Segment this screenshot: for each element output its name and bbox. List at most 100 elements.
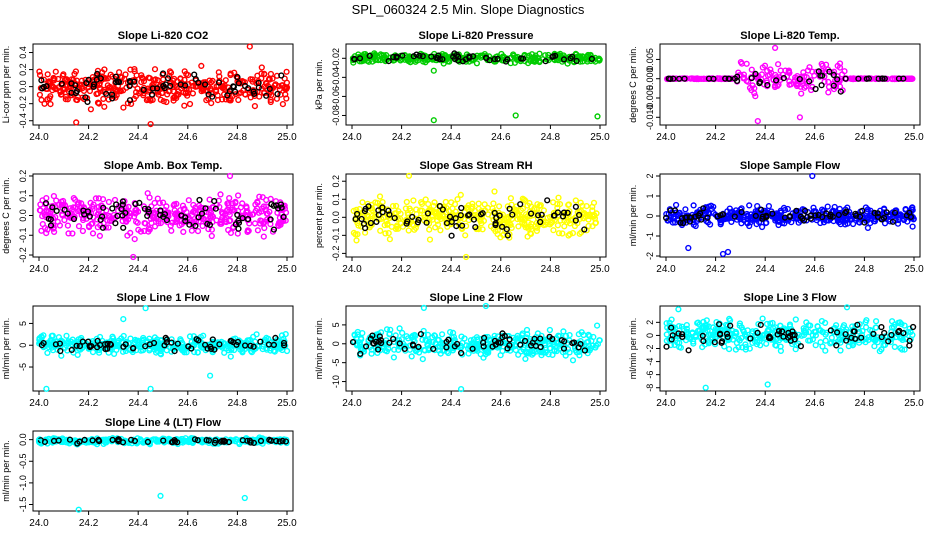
data-point — [184, 89, 192, 96]
data-point — [132, 210, 139, 217]
data-point — [412, 224, 419, 232]
data-point — [258, 64, 265, 71]
data-point — [179, 202, 187, 209]
data-point — [265, 76, 273, 83]
data-point — [819, 62, 826, 69]
reference-point — [251, 90, 258, 98]
y-axis-label: degrees C per min. — [1, 177, 11, 254]
data-point — [188, 212, 196, 219]
data-point — [146, 194, 153, 201]
data-point — [227, 353, 234, 360]
data-point — [758, 223, 766, 231]
data-point — [763, 79, 771, 86]
data-point — [715, 75, 723, 83]
data-point — [353, 237, 360, 244]
data-point — [522, 355, 529, 363]
data-point — [481, 201, 488, 208]
data-point — [256, 93, 263, 100]
reference-point — [86, 213, 93, 220]
data-point — [151, 199, 158, 207]
data-point — [186, 100, 194, 108]
reference-point — [211, 198, 218, 205]
data-point — [131, 68, 138, 75]
data-point — [743, 60, 750, 67]
data-point — [413, 206, 420, 213]
x-tick-label: 24.8 — [228, 518, 248, 529]
data-point — [126, 209, 133, 216]
data-point — [36, 91, 44, 98]
reference-point — [455, 57, 462, 64]
reference-point — [112, 73, 120, 80]
reference-point — [274, 90, 281, 98]
data-point — [385, 230, 392, 237]
data-point — [752, 93, 759, 100]
y-tick-label: -0.4 — [18, 113, 28, 129]
data-point — [153, 207, 160, 214]
reference-point — [206, 221, 214, 229]
data-point — [718, 75, 725, 83]
data-point — [561, 223, 568, 230]
x-tick-label: 24.0 — [656, 132, 676, 143]
chart-panel: Slope Line 4 (LT) Flow ml/min per min. 24.… — [1, 417, 297, 529]
reference-point — [202, 81, 209, 88]
y-tick-label: 2 — [645, 173, 655, 178]
chart-panel: Slope Line 2 Flow ml/min per min. 24.0 24.2… — [314, 292, 610, 409]
data-point — [565, 232, 572, 239]
reference-point — [263, 92, 270, 99]
data-point — [219, 84, 227, 91]
reference-point — [572, 203, 580, 210]
y-tick-label: -1 — [645, 232, 655, 240]
data-point — [377, 227, 384, 234]
data-point — [227, 70, 234, 77]
x-tick-label: 24.2 — [79, 518, 99, 529]
data-point — [591, 212, 598, 219]
data-point — [852, 75, 859, 83]
reference-point — [49, 204, 56, 211]
x-tick-label: 24.6 — [178, 398, 198, 409]
data-point — [102, 224, 110, 231]
data-point — [432, 224, 439, 231]
outlier-point — [226, 172, 234, 180]
y-tick-label: -1.5 — [18, 497, 28, 513]
x-tick-label: 24.0 — [29, 264, 49, 275]
data-series — [350, 172, 600, 261]
data-point — [245, 227, 252, 235]
data-point — [360, 51, 368, 58]
reference-point — [906, 342, 913, 349]
reference-point — [215, 79, 223, 86]
reference-point — [191, 71, 198, 78]
data-point — [132, 93, 140, 100]
data-point — [101, 103, 108, 110]
x-tick-label: 24.8 — [855, 398, 875, 409]
x-tick-label: 24.2 — [79, 264, 99, 275]
data-point — [408, 353, 415, 360]
y-tick-label: -0.1 — [18, 228, 28, 244]
y-tick-label: 2 — [645, 320, 655, 325]
reference-point — [266, 85, 273, 93]
data-point — [263, 80, 270, 87]
x-tick-label: 24.8 — [541, 398, 561, 409]
outlier-point — [771, 44, 779, 52]
data-point — [275, 83, 283, 90]
reference-point — [588, 55, 596, 63]
data-point — [149, 81, 156, 89]
reference-point — [154, 85, 161, 92]
data-point — [64, 222, 72, 229]
data-point — [740, 75, 747, 82]
data-point — [121, 75, 128, 82]
data-point — [577, 58, 584, 65]
data-point — [462, 58, 470, 65]
reference-point — [47, 222, 55, 229]
data-series — [36, 305, 291, 392]
reference-point — [863, 75, 870, 82]
y-tick-label: 0.0 — [331, 211, 341, 224]
y-tick-label: 0.005 — [645, 48, 655, 71]
data-point — [79, 227, 87, 235]
y-tick-label: -4 — [645, 358, 655, 366]
data-series — [662, 172, 917, 258]
data-point — [439, 331, 446, 338]
data-point — [491, 188, 498, 195]
x-tick-label: 24.0 — [29, 518, 49, 529]
data-point — [218, 209, 226, 216]
reference-point — [94, 70, 101, 78]
